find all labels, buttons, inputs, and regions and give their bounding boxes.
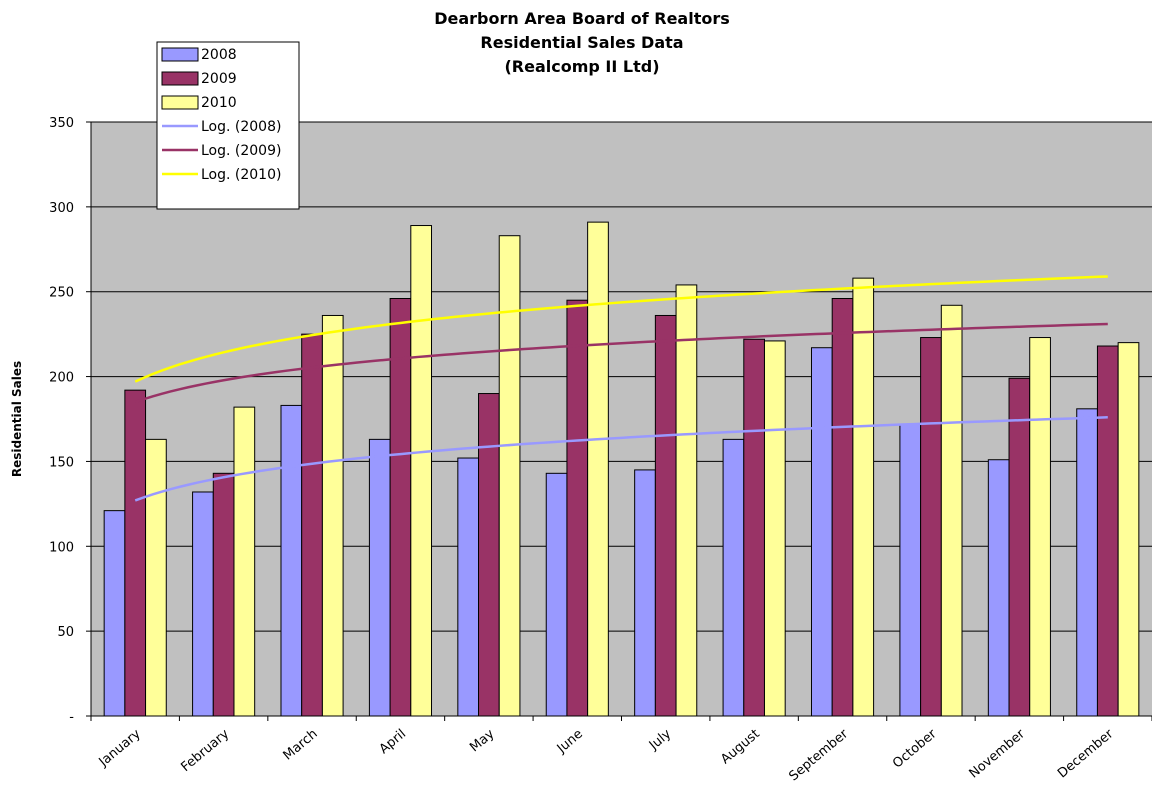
bar-2008-march bbox=[280, 404, 303, 717]
x-axis-labels: January February March April May June July Augu… bbox=[96, 726, 1117, 784]
x-tick-label-august: August bbox=[718, 727, 762, 768]
bar-2008-december bbox=[1076, 408, 1098, 717]
x-tick-label-march: March bbox=[281, 727, 321, 764]
legend-label-2010: 2010 bbox=[201, 95, 237, 111]
bar-2009-november bbox=[1008, 377, 1031, 717]
bar-2009-october bbox=[920, 337, 942, 717]
bar-2010-september bbox=[852, 277, 875, 717]
legend-label-2009: 2009 bbox=[201, 71, 237, 87]
bar-2008-august bbox=[722, 438, 745, 717]
bar-2009-december bbox=[1096, 345, 1119, 717]
legend-label-2008: 2008 bbox=[201, 47, 237, 63]
legend-label-log-2010-: Log. (2010) bbox=[201, 167, 281, 183]
chart-title-line-3: (Realcomp II Ltd) bbox=[504, 57, 659, 76]
bar-2008-april bbox=[368, 438, 391, 717]
legend-swatch-2009 bbox=[161, 71, 199, 86]
y-axis-ticks: - 50 100 150 200 250 300 350 bbox=[49, 116, 91, 725]
legend-swatch-2008 bbox=[161, 47, 199, 62]
bar-2010-april bbox=[410, 225, 433, 717]
bar-2010-december bbox=[1117, 342, 1140, 717]
x-tick-label-october: October bbox=[890, 726, 940, 771]
bar-series bbox=[103, 221, 1140, 717]
chart-title: Dearborn Area Board of Realtors Resident… bbox=[434, 9, 730, 76]
trendline-log-2010- bbox=[134, 275, 1108, 383]
trendlines bbox=[134, 275, 1108, 502]
x-tick-label-july: July bbox=[646, 726, 675, 753]
bar-2010-july bbox=[675, 284, 698, 717]
y-axis-title: Residential Sales bbox=[10, 361, 24, 477]
y-tick-label-50: 50 bbox=[57, 625, 74, 640]
x-tick-label-february: February bbox=[178, 726, 232, 775]
bar-2009-march bbox=[301, 333, 323, 717]
bar-2009-april bbox=[389, 298, 412, 717]
bar-2009-june bbox=[566, 299, 589, 717]
bar-2008-june bbox=[545, 472, 568, 717]
trendline-log-2008- bbox=[134, 416, 1108, 502]
bar-2010-may bbox=[498, 235, 521, 717]
x-tick-label-april: April bbox=[377, 727, 409, 758]
bar-2009-february bbox=[212, 472, 235, 717]
y-tick-label-200: 200 bbox=[49, 371, 74, 386]
bar-2008-january bbox=[103, 510, 126, 717]
legend-swatch-2010 bbox=[161, 95, 199, 110]
chart-title-line-1: Dearborn Area Board of Realtors bbox=[434, 9, 730, 28]
trendline-log-2009- bbox=[134, 322, 1108, 404]
bar-2010-august bbox=[763, 340, 786, 717]
bar-2010-november bbox=[1029, 337, 1051, 717]
legend: 2008 2009 2010 Log. (2008) Log. (2009) Log. (… bbox=[156, 41, 300, 210]
x-tick-label-december: December bbox=[1055, 726, 1117, 781]
bar-2008-february bbox=[192, 491, 214, 717]
bar-2009-september bbox=[831, 298, 854, 717]
legend-label-log-2008-: Log. (2008) bbox=[201, 119, 281, 135]
bar-2009-july bbox=[654, 314, 677, 717]
bar-2010-february bbox=[233, 406, 256, 717]
bar-2009-august bbox=[743, 338, 765, 717]
bar-2008-july bbox=[634, 469, 656, 717]
bar-2010-march bbox=[321, 314, 344, 717]
bar-2008-november bbox=[987, 459, 1010, 717]
x-tick-label-june: June bbox=[554, 727, 586, 757]
bar-2008-may bbox=[457, 457, 480, 717]
x-tick-label-may: May bbox=[467, 726, 497, 755]
plot-area bbox=[91, 122, 1152, 716]
x-tick-label-september: September bbox=[786, 726, 851, 784]
bar-2010-january bbox=[145, 438, 167, 717]
chart-title-line-2: Residential Sales Data bbox=[480, 33, 683, 52]
x-tick-label-november: November bbox=[966, 726, 1028, 781]
legend-label-log-2009-: Log. (2009) bbox=[201, 143, 281, 159]
x-tick-label-january: January bbox=[96, 726, 144, 770]
axes bbox=[90, 122, 1152, 721]
y-tick-label-300: 300 bbox=[49, 201, 74, 216]
bar-2010-june bbox=[587, 221, 609, 717]
y-tick-label-350: 350 bbox=[49, 116, 74, 131]
bar-2008-september bbox=[810, 347, 833, 717]
bar-2008-october bbox=[899, 423, 922, 717]
y-tick-label-100: 100 bbox=[49, 540, 74, 555]
bar-2010-october bbox=[940, 304, 963, 717]
gridlines bbox=[91, 121, 1152, 632]
y-tick-label-250: 250 bbox=[49, 286, 74, 301]
bar-2009-may bbox=[478, 393, 500, 717]
y-tick-label-0: - bbox=[69, 710, 74, 725]
bar-2009-january bbox=[124, 389, 147, 717]
y-tick-label-150: 150 bbox=[49, 455, 74, 470]
